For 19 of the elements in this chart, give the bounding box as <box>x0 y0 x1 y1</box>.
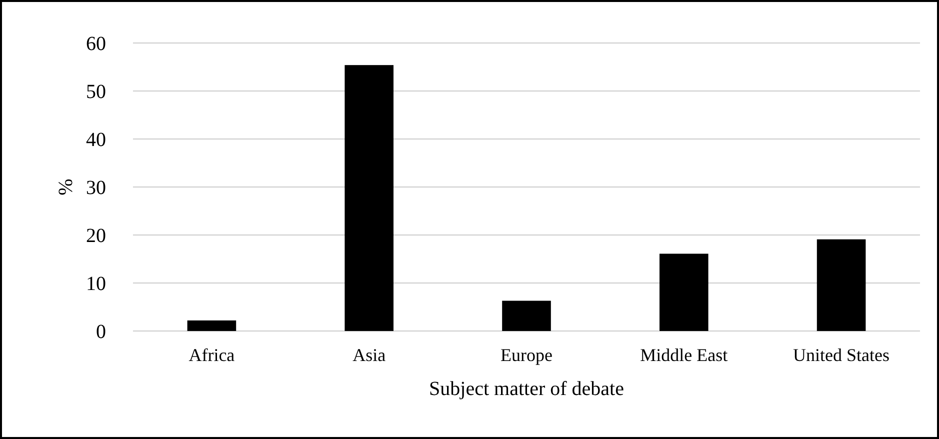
bar <box>344 65 394 331</box>
bar <box>816 239 866 331</box>
y-tick-label: 20 <box>86 225 106 247</box>
bar <box>187 320 236 331</box>
y-axis-title: % <box>55 178 77 196</box>
y-tick-label: 0 <box>96 321 106 343</box>
x-tick-label: Middle East <box>640 345 728 365</box>
y-tick-label: 60 <box>86 33 106 55</box>
y-tick-label: 50 <box>86 81 106 103</box>
x-tick-label: Africa <box>188 345 235 365</box>
bar <box>502 300 551 331</box>
y-tick-label: 30 <box>86 177 106 199</box>
y-tick-label: 40 <box>86 129 106 151</box>
x-tick-label: Asia <box>352 345 386 365</box>
bar <box>660 254 708 331</box>
y-tick-label: 10 <box>86 273 106 295</box>
x-tick-label: United States <box>793 345 890 365</box>
x-tick-label: Europe <box>500 345 552 365</box>
x-axis-title: Subject matter of debate <box>429 378 624 400</box>
